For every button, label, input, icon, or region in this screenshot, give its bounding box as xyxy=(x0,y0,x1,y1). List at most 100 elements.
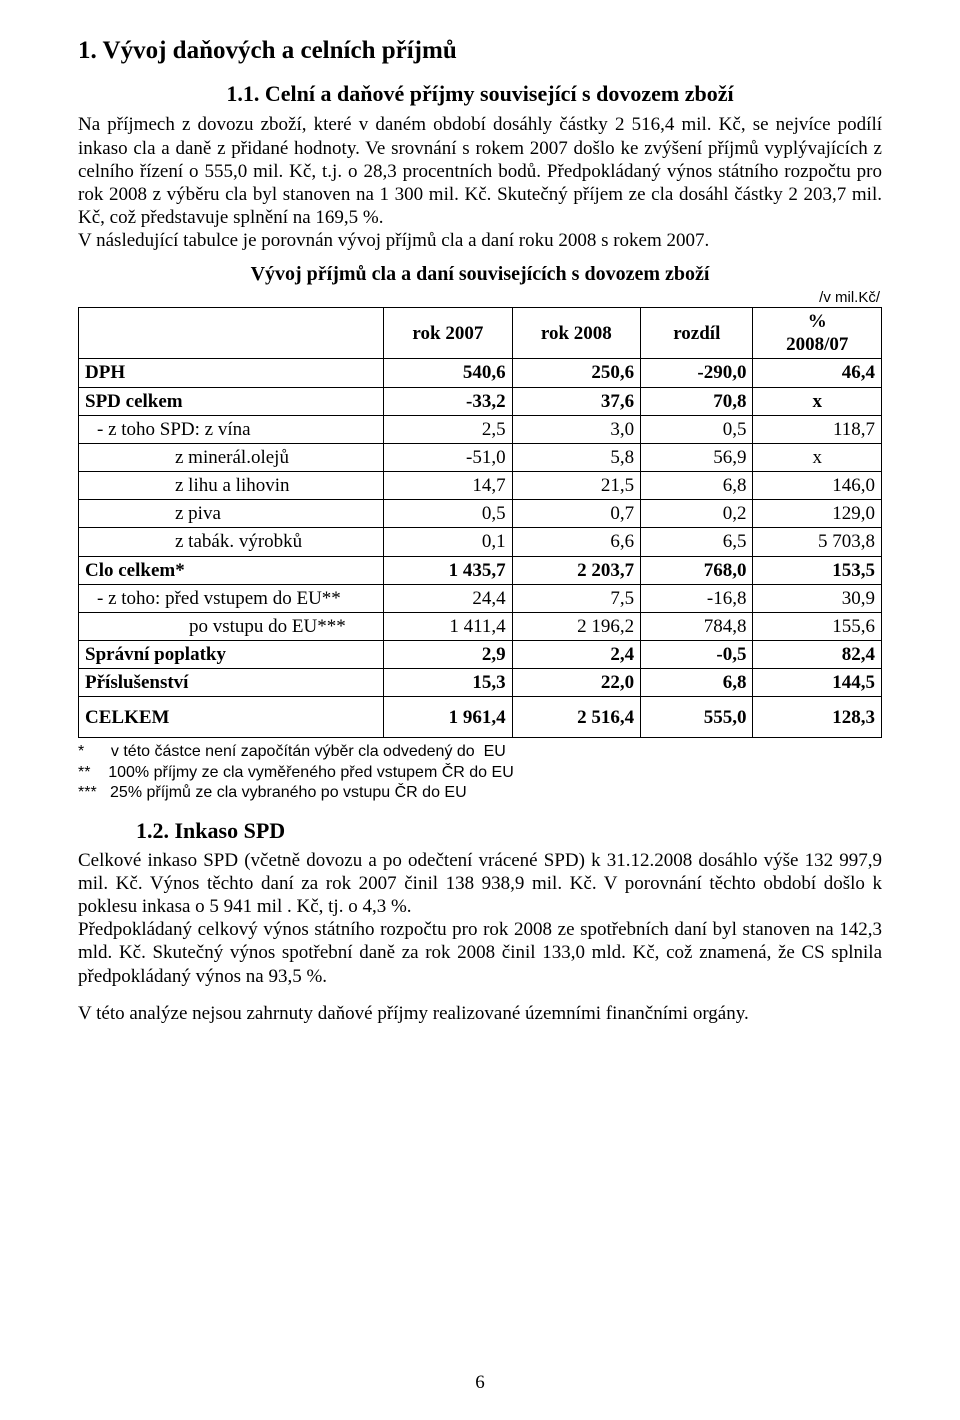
col-pct: %2008/07 xyxy=(753,308,882,359)
row-cell: -0,5 xyxy=(641,641,753,669)
row-cell: 15,3 xyxy=(384,669,512,697)
row-cell: -290,0 xyxy=(641,359,753,387)
row-label: z tabák. výrobků xyxy=(79,528,384,556)
row-cell: 22,0 xyxy=(512,669,640,697)
col-diff: rozdíl xyxy=(641,308,753,359)
document-page: 1. Vývoj daňových a celních příjmů 1.1. … xyxy=(0,0,960,1420)
row-cell: 1 961,4 xyxy=(384,697,512,738)
table-row: - z toho: před vstupem do EU**24,47,5-16… xyxy=(79,584,882,612)
table-row: z piva0,50,70,2129,0 xyxy=(79,500,882,528)
table-row: DPH540,6250,6-290,046,4 xyxy=(79,359,882,387)
table-row: Clo celkem*1 435,72 203,7768,0153,5 xyxy=(79,556,882,584)
row-cell: 118,7 xyxy=(753,415,882,443)
row-cell: 6,8 xyxy=(641,669,753,697)
row-label: z lihu a lihovin xyxy=(79,472,384,500)
row-cell: 70,8 xyxy=(641,387,753,415)
paragraph-intro: Na příjmech z dovozu zboží, které v dané… xyxy=(78,113,882,229)
row-cell: 0,7 xyxy=(512,500,640,528)
page-number: 6 xyxy=(0,1371,960,1394)
section2-p2: Předpokládaný celkový výnos státního roz… xyxy=(78,918,882,988)
row-cell: 0,5 xyxy=(384,500,512,528)
col-2007: rok 2007 xyxy=(384,308,512,359)
footnote-3: *** 25% příjmů ze cla vybraného po vstup… xyxy=(78,783,882,803)
row-cell: 0,5 xyxy=(641,415,753,443)
row-label: DPH xyxy=(79,359,384,387)
row-cell: 6,5 xyxy=(641,528,753,556)
row-cell: 2 196,2 xyxy=(512,612,640,640)
row-label: CELKEM xyxy=(79,697,384,738)
table-row: CELKEM1 961,42 516,4555,0128,3 xyxy=(79,697,882,738)
table-row: - z toho SPD: z vína2,53,00,5118,7 xyxy=(79,415,882,443)
row-cell: 56,9 xyxy=(641,443,753,471)
row-cell: -33,2 xyxy=(384,387,512,415)
row-label: z piva xyxy=(79,500,384,528)
section2-p1: Celkové inkaso SPD (včetně dovozu a po o… xyxy=(78,849,882,919)
row-cell: 6,8 xyxy=(641,472,753,500)
row-cell: -51,0 xyxy=(384,443,512,471)
row-cell: 129,0 xyxy=(753,500,882,528)
row-label: Clo celkem* xyxy=(79,556,384,584)
row-cell: 30,9 xyxy=(753,584,882,612)
col-2008: rok 2008 xyxy=(512,308,640,359)
row-cell: 2,9 xyxy=(384,641,512,669)
table-row: z lihu a lihovin14,721,56,8146,0 xyxy=(79,472,882,500)
row-cell: 784,8 xyxy=(641,612,753,640)
row-label: Příslušenství xyxy=(79,669,384,697)
table-unit: /v mil.Kč/ xyxy=(78,289,880,307)
table-header-row: rok 2007 rok 2008 rozdíl %2008/07 xyxy=(79,308,882,359)
row-cell: 46,4 xyxy=(753,359,882,387)
row-cell: 250,6 xyxy=(512,359,640,387)
revenue-table: rok 2007 rok 2008 rozdíl %2008/07 DPH540… xyxy=(78,307,882,738)
table-footnotes: * v této částce není započítán výběr cla… xyxy=(78,742,882,803)
row-cell: 2,4 xyxy=(512,641,640,669)
heading-1-2: 1.2. Inkaso SPD xyxy=(136,818,882,845)
row-cell: 155,6 xyxy=(753,612,882,640)
heading-1-1: 1.1. Celní a daňové příjmy související s… xyxy=(78,81,882,108)
s2p1a: Celkové inkaso SPD (včetně dovozu a po o… xyxy=(78,850,805,871)
row-cell: 2 516,4 xyxy=(512,697,640,738)
row-cell: 768,0 xyxy=(641,556,753,584)
col-label xyxy=(79,308,384,359)
row-cell: 24,4 xyxy=(384,584,512,612)
row-cell: 1 411,4 xyxy=(384,612,512,640)
row-cell: 0,2 xyxy=(641,500,753,528)
row-cell: 3,0 xyxy=(512,415,640,443)
row-cell: 0,1 xyxy=(384,528,512,556)
row-cell: 128,3 xyxy=(753,697,882,738)
row-cell: 146,0 xyxy=(753,472,882,500)
footnote-2: ** 100% příjmy ze cla vyměřeného před vs… xyxy=(78,763,882,783)
row-cell: 21,5 xyxy=(512,472,640,500)
row-label: SPD celkem xyxy=(79,387,384,415)
s2p1c: Výnos těchto daní za rok 2007 činil 138 … xyxy=(143,873,764,894)
row-cell: 2 203,7 xyxy=(512,556,640,584)
table-row: z minerál.olejů-51,05,856,9x xyxy=(79,443,882,471)
row-cell: x xyxy=(753,387,882,415)
table-row: SPD celkem-33,237,670,8x xyxy=(79,387,882,415)
row-cell: 5 703,8 xyxy=(753,528,882,556)
row-cell: -16,8 xyxy=(641,584,753,612)
table-row: Správní poplatky2,92,4-0,582,4 xyxy=(79,641,882,669)
paragraph-intro-2: V následující tabulce je porovnán vývoj … xyxy=(78,229,882,252)
row-cell: 540,6 xyxy=(384,359,512,387)
footnote-1: * v této částce není započítán výběr cla… xyxy=(78,742,882,762)
table-title: Vývoj příjmů cla a daní souvisejících s … xyxy=(78,262,882,286)
section2-p3: V této analýze nejsou zahrnuty daňové př… xyxy=(78,1002,882,1025)
row-cell: 82,4 xyxy=(753,641,882,669)
row-cell: 14,7 xyxy=(384,472,512,500)
row-cell: 153,5 xyxy=(753,556,882,584)
row-cell: x xyxy=(753,443,882,471)
row-label: z minerál.olejů xyxy=(79,443,384,471)
row-cell: 2,5 xyxy=(384,415,512,443)
table-row: z tabák. výrobků0,16,66,55 703,8 xyxy=(79,528,882,556)
row-label: po vstupu do EU*** xyxy=(79,612,384,640)
table-row: po vstupu do EU***1 411,42 196,2784,8155… xyxy=(79,612,882,640)
heading-1: 1. Vývoj daňových a celních příjmů xyxy=(78,36,882,67)
row-cell: 5,8 xyxy=(512,443,640,471)
row-label: Správní poplatky xyxy=(79,641,384,669)
row-cell: 144,5 xyxy=(753,669,882,697)
row-cell: 37,6 xyxy=(512,387,640,415)
row-cell: 555,0 xyxy=(641,697,753,738)
row-label: - z toho SPD: z vína xyxy=(79,415,384,443)
row-cell: 6,6 xyxy=(512,528,640,556)
row-cell: 1 435,7 xyxy=(384,556,512,584)
